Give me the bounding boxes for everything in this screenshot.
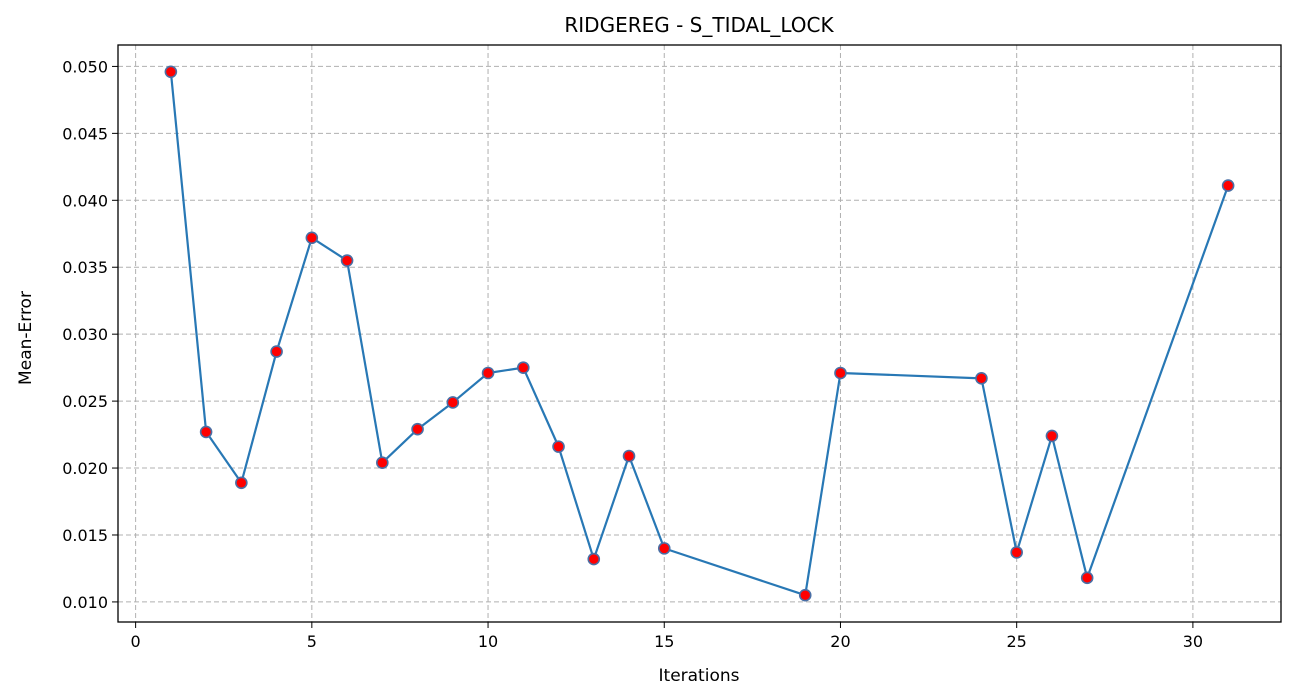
data-point xyxy=(481,366,495,380)
plot-frame xyxy=(117,44,1282,623)
y-axis-label: Mean-Error xyxy=(16,291,36,385)
data-point xyxy=(164,65,178,79)
y-tick-label: 0.025 xyxy=(62,392,108,411)
data-point xyxy=(834,366,847,380)
data-point xyxy=(657,542,671,555)
data-point xyxy=(516,361,530,374)
x-axis-label: Iterations xyxy=(659,666,740,686)
y-tick-label: 0.020 xyxy=(62,459,108,478)
data-point xyxy=(1010,546,1023,559)
y-tick-label: 0.040 xyxy=(62,191,108,210)
data-point xyxy=(552,440,565,453)
data-point xyxy=(1221,179,1235,192)
grid xyxy=(118,45,1281,622)
y-tick-label: 0.010 xyxy=(62,593,108,612)
series-line xyxy=(169,71,1230,597)
data-point xyxy=(376,456,389,469)
x-axis: 0 5 10 15 20 25 30 xyxy=(131,622,1203,651)
data-point xyxy=(798,588,812,602)
data-point xyxy=(411,422,424,436)
y-tick-label: 0.035 xyxy=(62,258,108,277)
y-tick-label: 0.030 xyxy=(62,325,108,344)
series-line-layer xyxy=(169,71,1230,597)
x-tick-label: 15 xyxy=(654,632,674,651)
data-point xyxy=(446,396,460,409)
data-point xyxy=(622,449,636,463)
data-point xyxy=(235,476,248,490)
data-point xyxy=(587,552,601,566)
data-point xyxy=(270,345,283,358)
y-tick-label: 0.015 xyxy=(62,526,108,545)
y-axis: 0.010 0.015 0.020 0.025 0.030 0.035 0.040 0.045… xyxy=(62,57,118,612)
y-tick-label: 0.050 xyxy=(62,57,108,76)
data-point xyxy=(1080,571,1094,585)
data-point xyxy=(199,425,213,439)
x-tick-label: 25 xyxy=(1007,632,1027,651)
x-tick-label: 30 xyxy=(1183,632,1203,651)
data-point xyxy=(1045,429,1059,443)
data-point xyxy=(340,254,354,267)
y-tick-label: 0.045 xyxy=(62,124,108,143)
data-point xyxy=(305,231,319,245)
series-markers xyxy=(164,65,1235,602)
chart-title: RIDGEREG - S_TIDAL_LOCK xyxy=(564,13,834,37)
x-tick-label: 20 xyxy=(830,632,850,651)
x-tick-label: 10 xyxy=(478,632,498,651)
data-point xyxy=(975,372,988,385)
x-tick-label: 5 xyxy=(307,632,317,651)
x-tick-label: 0 xyxy=(131,632,141,651)
